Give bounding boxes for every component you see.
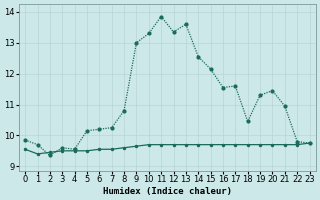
X-axis label: Humidex (Indice chaleur): Humidex (Indice chaleur) <box>103 187 232 196</box>
